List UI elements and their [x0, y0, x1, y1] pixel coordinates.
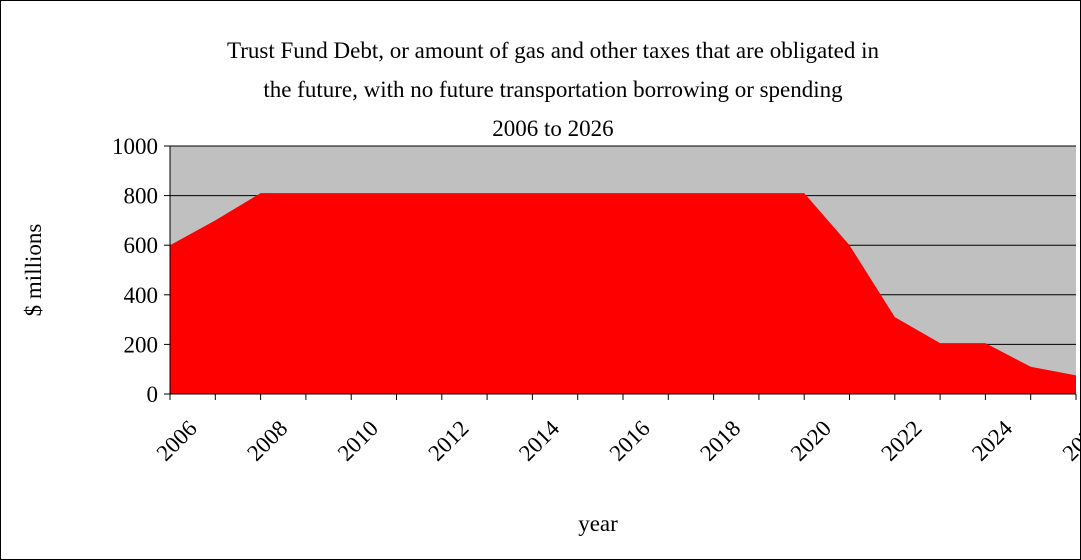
y-tick-label-4: 800 — [124, 184, 159, 209]
y-tick-label-3: 600 — [124, 233, 159, 258]
x-tick-label-2014: 2014 — [514, 415, 565, 466]
x-tick-label-2012: 2012 — [423, 416, 473, 466]
series-area-0 — [170, 193, 1076, 394]
y-axis-title: $ millions — [21, 224, 46, 317]
y-tick-label-0: 0 — [147, 382, 159, 407]
x-tick-label-2020: 2020 — [786, 416, 836, 466]
x-tick-label-2006: 2006 — [152, 416, 202, 466]
axes — [164, 145, 1077, 400]
series-area-group — [169, 193, 1077, 394]
x-tick-label-2010: 2010 — [333, 416, 383, 466]
chart-title-line-1: Trust Fund Debt, or amount of gas and ot… — [227, 38, 879, 63]
x-tick-label-2016: 2016 — [605, 416, 655, 466]
x-tick-label-2024: 2024 — [967, 415, 1018, 466]
y-tick-label-5: 1000 — [112, 134, 158, 159]
x-tick-label-2022: 2022 — [876, 416, 926, 466]
x-tick-labels: 2006 2008 2010 2012 2014 2016 2018 2020 2022 2024… — [152, 415, 1080, 466]
chart-title: Trust Fund Debt, or amount of gas and ot… — [227, 38, 879, 141]
chart-title-line-2: the future, with no future transportatio… — [263, 77, 843, 102]
chart-title-line-3: 2006 to 2026 — [492, 116, 613, 141]
x-tick-label-2008: 2008 — [242, 416, 292, 466]
y-tick-label-1: 200 — [124, 332, 159, 357]
x-tick-label-2018: 2018 — [695, 416, 745, 466]
x-tick-label-2026: 2026 — [1058, 416, 1080, 466]
x-axis-title: year — [578, 511, 618, 536]
y-tick-labels: 0 200 400 600 800 1000 — [112, 134, 158, 407]
y-tick-label-2: 400 — [124, 283, 159, 308]
